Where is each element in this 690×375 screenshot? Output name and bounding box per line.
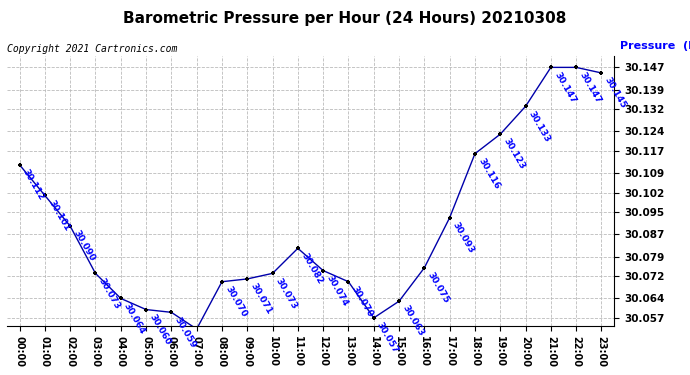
Text: 30.070: 30.070 (350, 285, 375, 319)
Text: 30.147: 30.147 (552, 70, 578, 105)
Text: 30.112: 30.112 (21, 168, 46, 202)
Point (141, 306, 152, 312)
Point (217, 279, 228, 285)
Text: 30.070: 30.070 (224, 285, 248, 319)
Point (545, 64, 556, 70)
Text: 30.074: 30.074 (324, 273, 350, 308)
Point (39, 192, 50, 198)
Text: 30.057: 30.057 (375, 321, 400, 355)
Point (393, 298, 404, 304)
Point (495, 131, 506, 137)
Text: 30.071: 30.071 (248, 282, 274, 316)
Text: 30.090: 30.090 (72, 229, 97, 263)
Text: 30.123: 30.123 (502, 137, 526, 171)
Text: 30.145: 30.145 (603, 76, 628, 110)
Text: 30.075: 30.075 (426, 271, 451, 305)
Point (166, 309, 177, 315)
Text: 30.101: 30.101 (46, 198, 71, 232)
Point (571, 64, 582, 70)
Point (90, 270, 101, 276)
Point (241, 276, 253, 282)
Point (293, 245, 304, 251)
Text: 30.073: 30.073 (97, 276, 122, 310)
Text: 30.064: 30.064 (122, 301, 147, 336)
Point (191, 326, 202, 332)
Point (14, 162, 25, 168)
Text: 30.147: 30.147 (578, 70, 602, 105)
Text: 30.053: 30.053 (0, 374, 1, 375)
Text: 30.060: 30.060 (148, 312, 172, 346)
Text: 30.093: 30.093 (451, 220, 476, 255)
Text: 30.059: 30.059 (172, 315, 198, 350)
Point (419, 265, 430, 271)
Point (444, 215, 455, 221)
Text: 30.082: 30.082 (299, 251, 324, 285)
Point (469, 151, 480, 157)
Text: 30.073: 30.073 (274, 276, 299, 310)
Point (267, 270, 278, 276)
Text: 30.116: 30.116 (476, 156, 502, 191)
Text: Pressure  (Inches/Hg): Pressure (Inches/Hg) (620, 41, 690, 51)
Point (115, 296, 126, 302)
Text: Barometric Pressure per Hour (24 Hours) 20210308: Barometric Pressure per Hour (24 Hours) … (124, 11, 566, 26)
Point (596, 70, 607, 76)
Text: Copyright 2021 Cartronics.com: Copyright 2021 Cartronics.com (7, 44, 177, 54)
Point (317, 268, 328, 274)
Point (368, 315, 380, 321)
Point (343, 279, 354, 285)
Point (65, 223, 76, 229)
Text: 30.063: 30.063 (400, 304, 426, 338)
Point (520, 104, 531, 110)
Text: 30.133: 30.133 (527, 109, 552, 144)
